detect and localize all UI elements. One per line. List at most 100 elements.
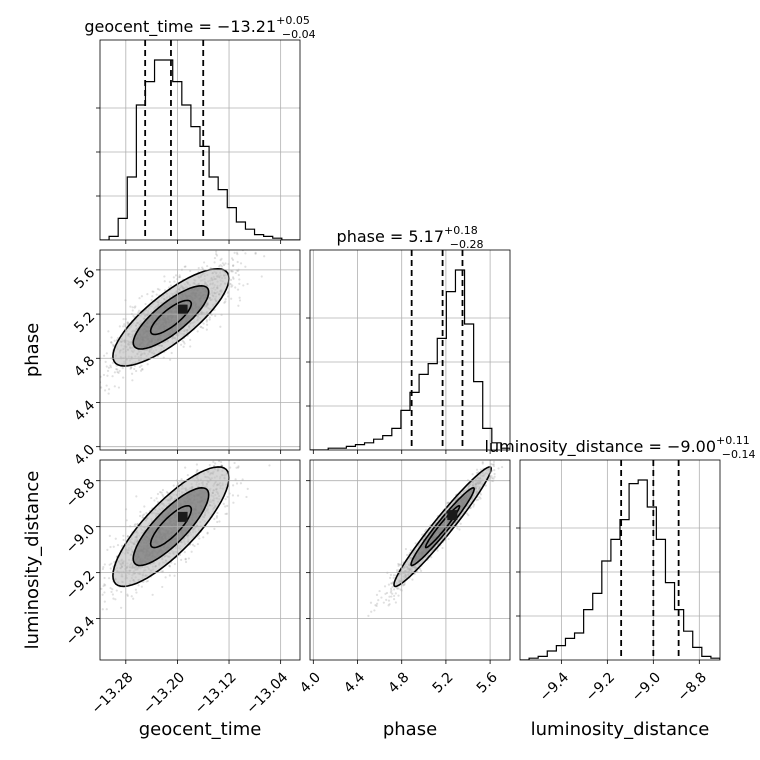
sample-point xyxy=(123,323,126,326)
scatter-panel-geocent_time-vs-phase xyxy=(91,249,301,454)
sample-point xyxy=(93,349,95,351)
sample-point xyxy=(103,583,106,586)
sample-point xyxy=(126,321,129,324)
contour-middle xyxy=(132,284,210,350)
sample-point xyxy=(184,466,187,469)
sample-point xyxy=(198,537,201,540)
sample-point xyxy=(92,565,94,567)
sample-point xyxy=(189,269,192,273)
sample-point xyxy=(475,499,478,502)
panel-frame xyxy=(309,249,511,451)
sample-point xyxy=(103,600,106,603)
sample-point xyxy=(237,304,240,307)
sample-point xyxy=(392,576,395,580)
sample-point xyxy=(165,490,169,494)
sample-point xyxy=(161,493,164,496)
sample-point xyxy=(195,469,199,472)
sample-point xyxy=(116,368,119,371)
sample-point xyxy=(152,290,155,293)
sample-point xyxy=(168,280,171,283)
sample-point xyxy=(178,274,181,277)
sample-point xyxy=(406,553,409,557)
sample-point xyxy=(106,374,109,377)
sample-point xyxy=(404,547,408,551)
sample-point xyxy=(107,330,110,333)
sample-point xyxy=(105,352,108,355)
title-prefix: luminosity_distance = xyxy=(485,437,667,457)
sample-point xyxy=(179,276,182,279)
sample-point xyxy=(221,262,224,265)
sample-point xyxy=(447,537,450,541)
sample-point xyxy=(232,501,235,504)
sample-point xyxy=(213,527,216,530)
sample-point xyxy=(189,345,192,348)
sample-point xyxy=(181,339,184,342)
sample-point xyxy=(110,562,113,565)
sample-point xyxy=(184,557,187,560)
sample-point xyxy=(472,503,476,506)
sample-point xyxy=(137,309,141,312)
sample-point xyxy=(186,473,189,477)
sample-point xyxy=(220,464,223,467)
sample-point xyxy=(131,379,134,382)
sample-point xyxy=(140,585,143,588)
sample-point xyxy=(133,524,136,527)
sample-point xyxy=(133,364,136,368)
sample-point xyxy=(375,604,378,608)
sample-point xyxy=(218,460,221,463)
sample-point xyxy=(202,536,205,539)
sample-point xyxy=(389,573,393,576)
sample-point xyxy=(424,530,427,533)
sample-point xyxy=(446,502,449,505)
sample-point xyxy=(393,594,396,598)
sample-point xyxy=(492,465,495,468)
panel-content xyxy=(91,250,266,395)
sample-point xyxy=(184,560,188,564)
sample-point xyxy=(237,465,240,468)
sample-point xyxy=(195,463,198,466)
sample-point xyxy=(169,358,172,361)
sample-point xyxy=(215,250,218,253)
sample-point xyxy=(126,593,129,596)
sample-point xyxy=(116,543,120,547)
title-plus: +0.11 xyxy=(716,434,750,447)
sample-point xyxy=(156,287,160,291)
sample-point xyxy=(110,590,113,594)
sample-point xyxy=(178,553,182,556)
sample-point xyxy=(155,497,158,500)
sample-point xyxy=(208,316,211,319)
sample-point xyxy=(409,549,412,552)
sample-point xyxy=(163,289,167,292)
sample-point xyxy=(375,593,379,596)
sample-point xyxy=(493,475,496,478)
sample-point xyxy=(187,557,190,560)
sample-point xyxy=(91,336,93,338)
sample-point xyxy=(418,567,422,571)
sample-point xyxy=(478,496,481,499)
sample-point xyxy=(398,563,401,566)
sample-point xyxy=(467,514,470,517)
sample-point xyxy=(164,576,167,579)
sample-point xyxy=(231,270,234,273)
sample-point xyxy=(113,371,117,374)
sample-point xyxy=(142,580,145,583)
sample-point xyxy=(120,590,123,594)
sample-point xyxy=(206,264,209,268)
sample-point xyxy=(459,522,462,525)
title-minus: −0.28 xyxy=(450,238,484,251)
sample-point xyxy=(151,290,154,293)
sample-point xyxy=(224,505,227,508)
sample-point xyxy=(215,516,218,519)
sample-point xyxy=(226,292,229,295)
sample-point xyxy=(141,367,144,371)
sample-point xyxy=(524,426,526,428)
sample-point xyxy=(391,585,394,588)
sample-point xyxy=(155,293,158,296)
sample-point xyxy=(150,298,153,302)
sample-point xyxy=(206,531,209,534)
sample-point xyxy=(242,447,244,449)
title-plus: +0.05 xyxy=(276,14,310,27)
sample-point xyxy=(497,467,500,470)
sample-point xyxy=(202,322,205,325)
